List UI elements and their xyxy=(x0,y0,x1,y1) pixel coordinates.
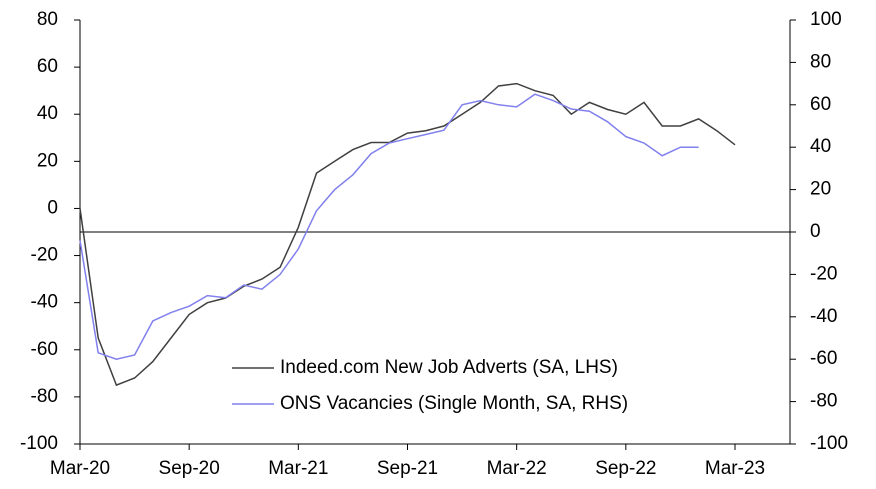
legend-label: Indeed.com New Job Adverts (SA, LHS) xyxy=(280,357,618,378)
y2-tick-label: -40 xyxy=(810,306,837,327)
y2-tick-label: -100 xyxy=(810,433,848,454)
x-tick-label: Sep-21 xyxy=(377,458,438,479)
y-tick-label: -20 xyxy=(31,245,58,266)
legend-label: ONS Vacancies (Single Month, SA, RHS) xyxy=(280,393,628,414)
y-tick-label: -80 xyxy=(31,386,58,407)
y2-tick-label: -60 xyxy=(810,348,837,369)
series-line xyxy=(79,93,699,360)
x-tick-label: Mar-20 xyxy=(50,458,110,479)
y2-tick-label: 80 xyxy=(810,51,831,72)
y-tick-label: -100 xyxy=(20,433,58,454)
y2-tick-label: 100 xyxy=(810,9,842,30)
x-tick-label: Mar-23 xyxy=(705,458,765,479)
y2-tick-label: -80 xyxy=(810,391,837,412)
y2-tick-label: -20 xyxy=(810,263,837,284)
y2-tick-label: 60 xyxy=(810,94,831,115)
y2-tick-label: 40 xyxy=(810,136,831,157)
y2-tick-label: 0 xyxy=(810,221,821,242)
x-tick-label: Mar-21 xyxy=(268,458,328,479)
x-tick-label: Sep-20 xyxy=(159,458,220,479)
series-line xyxy=(79,82,736,387)
x-tick-label: Sep-22 xyxy=(595,458,656,479)
x-tick-label: Mar-22 xyxy=(487,458,547,479)
y-tick-label: 80 xyxy=(37,9,58,30)
y-tick-label: 20 xyxy=(37,150,58,171)
y-tick-label: -60 xyxy=(31,339,58,360)
y-tick-label: 60 xyxy=(37,56,58,77)
y-tick-label: 0 xyxy=(47,197,58,218)
y2-tick-label: 20 xyxy=(810,179,831,200)
y-tick-label: -40 xyxy=(31,292,58,313)
y-tick-label: 40 xyxy=(37,103,58,124)
